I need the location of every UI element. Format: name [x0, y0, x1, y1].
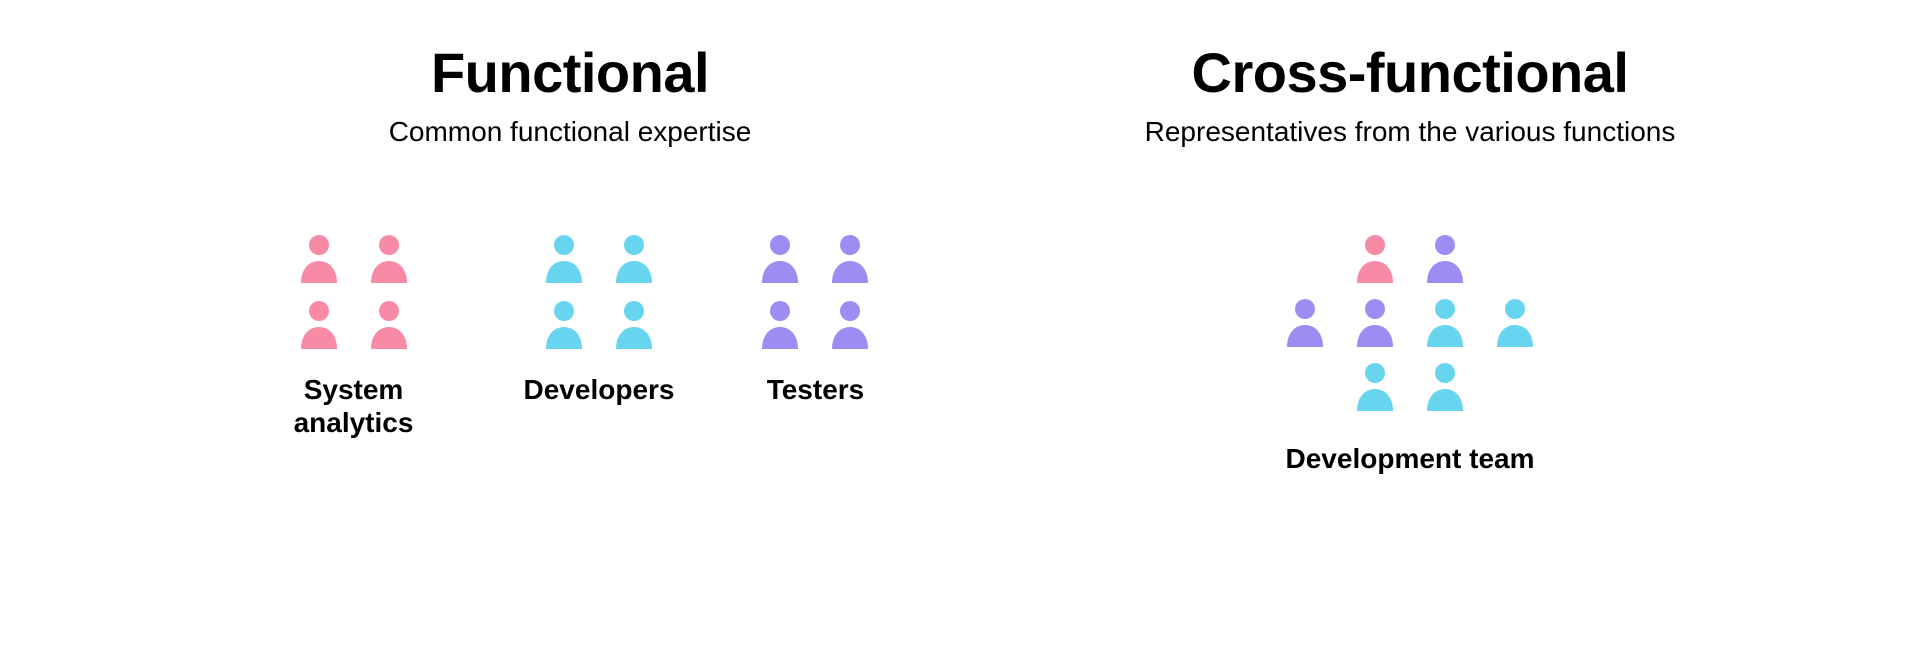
cluster-row-0 — [1349, 231, 1471, 283]
person-icon — [1419, 231, 1471, 283]
person-icon — [1349, 359, 1401, 411]
person-icon — [824, 297, 876, 349]
group-label: Developers — [524, 373, 675, 407]
cross-functional-cluster — [1279, 231, 1541, 411]
group-1: Developers — [524, 231, 675, 440]
people-grid — [538, 231, 660, 349]
group-label: System analytics — [264, 373, 444, 440]
people-grid — [293, 231, 415, 349]
cluster-row-2 — [1349, 359, 1471, 411]
person-icon — [754, 297, 806, 349]
person-icon — [293, 231, 345, 283]
cross-functional-cluster-label: Development team — [1286, 443, 1535, 475]
person-icon — [363, 231, 415, 283]
functional-subtitle: Common functional expertise — [389, 113, 752, 151]
cross-functional-subtitle: Representatives from the various functio… — [1145, 113, 1676, 151]
person-icon — [608, 297, 660, 349]
cross-functional-title: Cross-functional — [1192, 40, 1629, 105]
group-2: Testers — [754, 231, 876, 440]
person-icon — [608, 231, 660, 283]
person-icon — [538, 231, 590, 283]
people-grid — [754, 231, 876, 349]
person-icon — [754, 231, 806, 283]
person-icon — [1489, 295, 1541, 347]
functional-groups: System analytics Developers Testers — [264, 231, 877, 440]
person-icon — [1419, 359, 1471, 411]
person-icon — [293, 297, 345, 349]
person-icon — [1419, 295, 1471, 347]
person-icon — [1349, 295, 1401, 347]
group-label: Testers — [767, 373, 865, 407]
person-icon — [538, 297, 590, 349]
person-icon — [824, 231, 876, 283]
group-0: System analytics — [264, 231, 444, 440]
cluster-row-1 — [1279, 295, 1541, 347]
functional-title: Functional — [431, 40, 709, 105]
person-icon — [1279, 295, 1331, 347]
functional-panel: Functional Common functional expertise S… — [210, 40, 930, 475]
person-icon — [1349, 231, 1401, 283]
diagram-container: Functional Common functional expertise S… — [210, 40, 1710, 475]
person-icon — [363, 297, 415, 349]
cross-functional-panel: Cross-functional Representatives from th… — [1110, 40, 1710, 475]
